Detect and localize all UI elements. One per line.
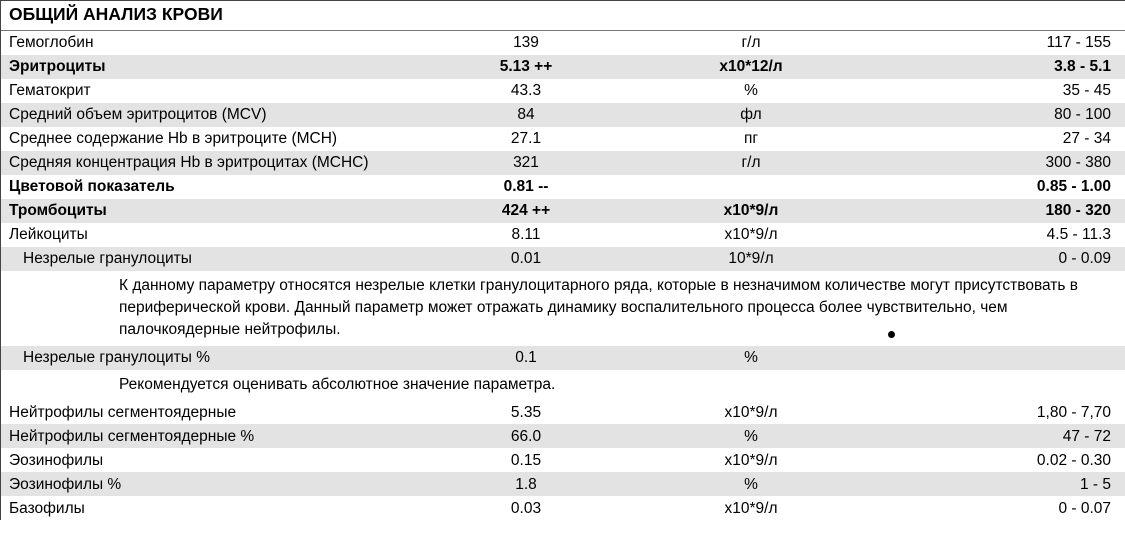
data-row: Незрелые гранулоциты0.0110*9/л0 - 0.09 xyxy=(1,247,1125,271)
param-reference: 0 - 0.09 xyxy=(871,251,1125,267)
param-unit: пг xyxy=(631,131,871,147)
param-unit: г/л xyxy=(631,155,871,171)
param-reference: 4.5 - 11.3 xyxy=(871,227,1125,243)
param-value: 321 xyxy=(421,155,631,171)
param-unit: % xyxy=(631,477,871,493)
param-reference: 27 - 34 xyxy=(871,131,1125,147)
param-unit: % xyxy=(631,429,871,445)
param-reference: 0.85 - 1.00 xyxy=(871,179,1125,195)
data-row: Гематокрит43.3%35 - 45 xyxy=(1,79,1125,103)
param-name: Нейтрофилы сегментоядерные % xyxy=(1,429,421,445)
param-value: 43.3 xyxy=(421,83,631,99)
data-row: Нейтрофилы сегментоядерные5.35х10*9/л1,8… xyxy=(1,400,1125,424)
param-value: 66.0 xyxy=(421,429,631,445)
data-row: Эозинофилы0.15х10*9/л0.02 - 0.30 xyxy=(1,448,1125,472)
param-value: 27.1 xyxy=(421,131,631,147)
note-text: К данному параметру относятся незрелые к… xyxy=(119,277,1078,339)
param-reference: 3.8 - 5.1 xyxy=(871,59,1125,75)
blood-test-report: ОБЩИЙ АНАЛИЗ КРОВИ Гемоглобин139г/л117 -… xyxy=(0,0,1125,520)
param-reference: 1 - 5 xyxy=(871,477,1125,493)
param-name: Гемоглобин xyxy=(1,35,421,51)
param-value: 84 xyxy=(421,107,631,123)
param-unit: 10*9/л xyxy=(631,251,871,267)
data-row: Эозинофилы %1.8%1 - 5 xyxy=(1,472,1125,496)
param-value: 1.8 xyxy=(421,477,631,493)
param-unit: х10*9/л xyxy=(631,227,871,243)
data-row: Цветовой показатель0.81 -- 0.85 - 1.00 xyxy=(1,175,1125,199)
param-name: Гематокрит xyxy=(1,83,421,99)
data-row: Эритроциты5.13 ++х10*12/л3.8 - 5.1 xyxy=(1,55,1125,79)
param-value: 5.13 ++ xyxy=(421,59,631,75)
param-unit: % xyxy=(631,350,871,366)
data-row: Гемоглобин139г/л117 - 155 xyxy=(1,31,1125,55)
param-reference: 47 - 72 xyxy=(871,429,1125,445)
param-reference: 80 - 100 xyxy=(871,107,1125,123)
param-value: 0.15 xyxy=(421,453,631,469)
param-value: 5.35 xyxy=(421,405,631,421)
param-value: 0.01 xyxy=(421,251,631,267)
param-name: Эритроциты xyxy=(1,59,421,75)
note-row: К данному параметру относятся незрелые к… xyxy=(1,271,1125,346)
data-row: Незрелые гранулоциты %0.1% xyxy=(1,346,1125,370)
param-name: Базофилы xyxy=(1,501,421,517)
note-row: Рекомендуется оценивать абсолютное значе… xyxy=(1,370,1125,400)
data-row: Тромбоциты424 ++х10*9/л180 - 320 xyxy=(1,199,1125,223)
param-reference: 1,80 - 7,70 xyxy=(871,405,1125,421)
param-unit: фл xyxy=(631,107,871,123)
bullet-dot xyxy=(888,331,895,338)
data-row: Среднее содержание Hb в эритроците (МСН)… xyxy=(1,127,1125,151)
data-row: Лейкоциты8.11х10*9/л4.5 - 11.3 xyxy=(1,223,1125,247)
param-name: Эозинофилы xyxy=(1,453,421,469)
note-text: Рекомендуется оценивать абсолютное значе… xyxy=(119,376,555,393)
param-reference: 117 - 155 xyxy=(871,35,1125,51)
param-name: Тромбоциты xyxy=(1,203,421,219)
report-rows: Гемоглобин139г/л117 - 155Эритроциты5.13 … xyxy=(1,31,1125,521)
data-row: Нейтрофилы сегментоядерные %66.0%47 - 72 xyxy=(1,424,1125,448)
param-name: Средний объем эритроцитов (MCV) xyxy=(1,107,421,123)
param-name: Цветовой показатель xyxy=(1,179,421,195)
param-name: Незрелые гранулоциты xyxy=(1,251,421,267)
param-name: Средняя концентрация Hb в эритроцитах (М… xyxy=(1,155,421,171)
param-value: 139 xyxy=(421,35,631,51)
param-reference: 300 - 380 xyxy=(871,155,1125,171)
param-value: 424 ++ xyxy=(421,203,631,219)
param-unit: х10*9/л xyxy=(631,453,871,469)
data-row: Базофилы0.03х10*9/л0 - 0.07 xyxy=(1,496,1125,520)
param-value: 0.03 xyxy=(421,501,631,517)
param-name: Среднее содержание Hb в эритроците (МСН) xyxy=(1,131,421,147)
param-reference: 35 - 45 xyxy=(871,83,1125,99)
param-name: Незрелые гранулоциты % xyxy=(1,350,421,366)
param-unit: х10*12/л xyxy=(631,59,871,75)
param-unit: г/л xyxy=(631,35,871,51)
param-value: 0.81 -- xyxy=(421,179,631,195)
param-reference: 180 - 320 xyxy=(871,203,1125,219)
data-row: Средний объем эритроцитов (MCV)84фл80 - … xyxy=(1,103,1125,127)
param-reference: 0 - 0.07 xyxy=(871,501,1125,517)
param-reference: 0.02 - 0.30 xyxy=(871,453,1125,469)
param-unit: х10*9/л xyxy=(631,203,871,219)
param-name: Лейкоциты xyxy=(1,227,421,243)
param-name: Эозинофилы % xyxy=(1,477,421,493)
param-value: 8.11 xyxy=(421,227,631,243)
data-row: Средняя концентрация Hb в эритроцитах (М… xyxy=(1,151,1125,175)
param-value: 0.1 xyxy=(421,350,631,366)
param-unit: % xyxy=(631,83,871,99)
param-unit: х10*9/л xyxy=(631,405,871,421)
param-unit: х10*9/л xyxy=(631,501,871,517)
report-title: ОБЩИЙ АНАЛИЗ КРОВИ xyxy=(1,1,1125,31)
param-name: Нейтрофилы сегментоядерные xyxy=(1,405,421,421)
